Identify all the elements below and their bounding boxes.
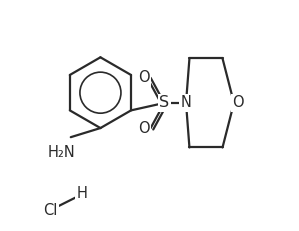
Text: H₂N: H₂N — [48, 145, 76, 160]
Text: H: H — [76, 186, 87, 201]
Text: O: O — [232, 95, 244, 110]
Text: O: O — [138, 70, 150, 85]
Text: O: O — [138, 121, 150, 136]
Text: S: S — [159, 95, 170, 110]
Text: Cl: Cl — [43, 203, 58, 218]
Text: N: N — [181, 95, 191, 110]
